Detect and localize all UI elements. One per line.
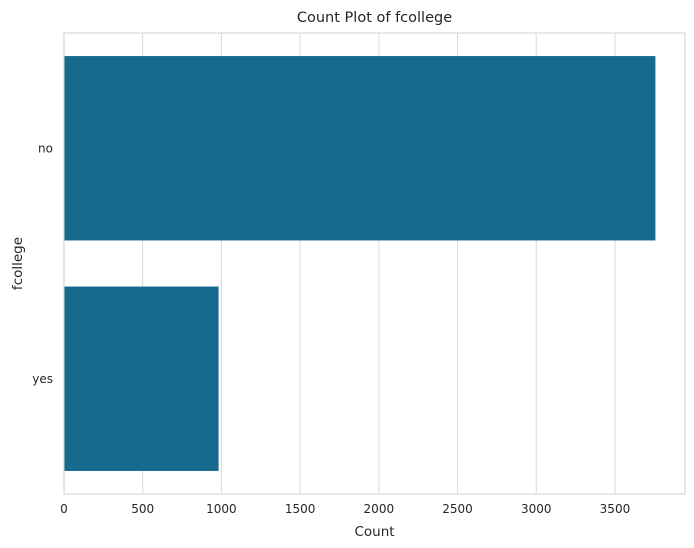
x-tick-label: 1000: [206, 502, 237, 516]
x-tick-label: 2000: [364, 502, 395, 516]
bar-no: [64, 56, 656, 241]
axes-frame: [63, 32, 686, 495]
chart-title: Count Plot of fcollege: [297, 10, 452, 26]
y-tick-label: no: [38, 141, 53, 155]
y-axis-label: fcollege: [10, 237, 26, 290]
x-tick-label: 3000: [521, 502, 552, 516]
x-axis-label: Count: [354, 524, 394, 540]
x-tick-label: 2500: [442, 502, 473, 516]
x-tick-label: 1500: [285, 502, 316, 516]
x-tick-label: 3500: [600, 502, 631, 516]
bar-yes: [64, 286, 219, 471]
x-tick-label: 500: [131, 502, 154, 516]
y-tick-labels: no yes: [32, 141, 53, 386]
x-tick-labels: 0 500 1000 1500 2000 2500 3000 3500: [60, 502, 630, 516]
x-tick-label: 0: [60, 502, 68, 516]
bars: [64, 56, 656, 471]
y-tick-label: yes: [32, 372, 53, 386]
